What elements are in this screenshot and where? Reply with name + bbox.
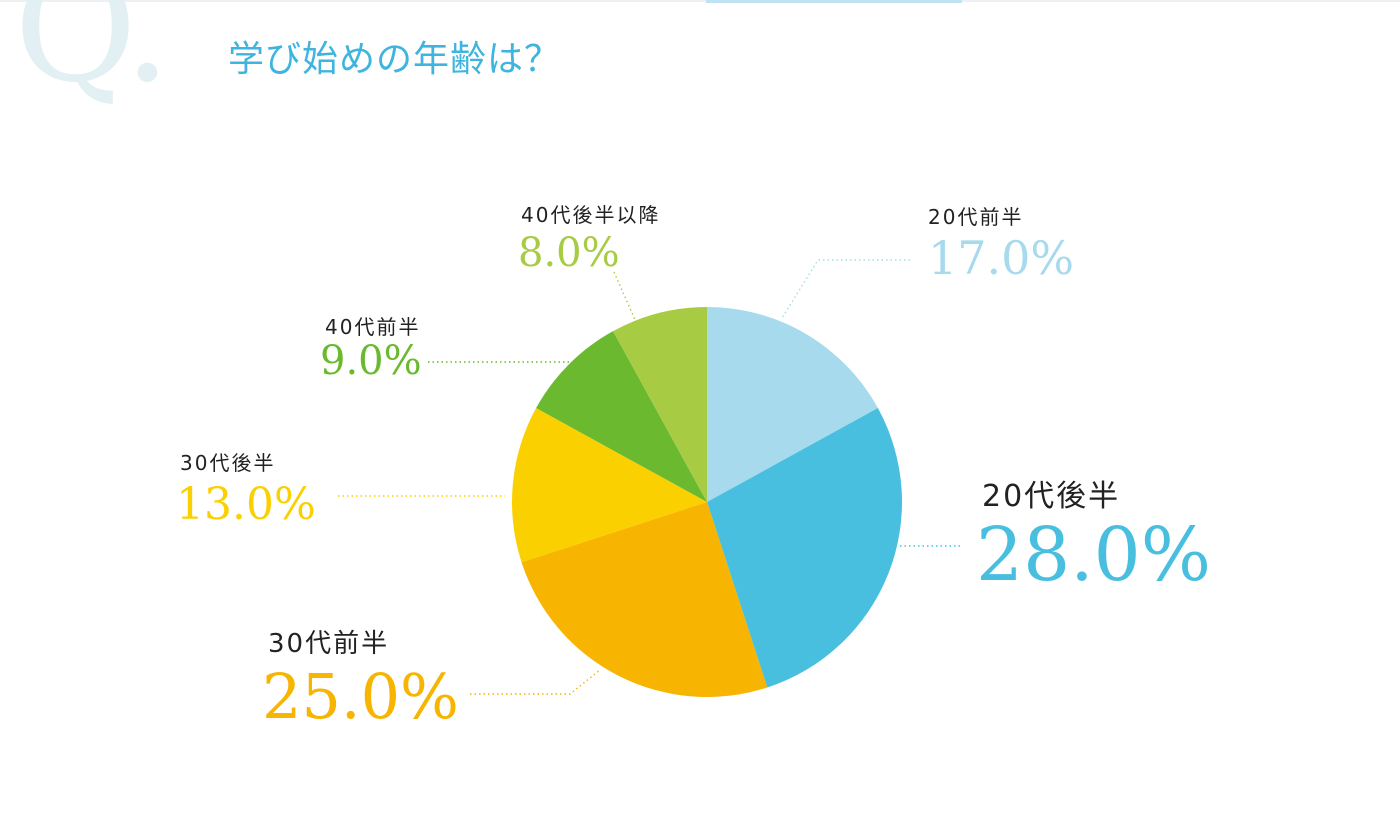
top-divider [0,0,1400,3]
q-watermark: Q. [14,0,171,116]
slice-value-label: 25.0% [262,660,459,733]
slice-category-label: 30代後半 [180,451,275,475]
pie-slice [707,307,878,502]
slice-value-label: 9.0% [320,338,422,384]
slice-category-label: 40代前半 [325,315,420,339]
pie-slice [613,307,707,502]
slice-value-label: 13.0% [176,479,316,530]
slice-category-label: 30代前半 [268,629,389,659]
pie-slice [521,502,768,698]
leader-line [613,271,637,323]
slice-value-label: 28.0% [976,512,1211,598]
leader-line [781,259,910,319]
pie-slice [511,408,707,563]
pie-slice [536,331,707,502]
pie-slice [707,408,903,688]
top-accent-bar [706,0,962,3]
slice-category-label: 20代後半 [982,479,1120,514]
slice-value-label: 17.0% [928,231,1074,285]
slice-category-label: 20代前半 [928,205,1023,229]
slice-value-label: 8.0% [518,230,620,276]
leader-line [470,669,601,695]
slice-category-label: 40代後半以降 [521,203,660,227]
page-title: 学び始めの年齢は？ [228,39,562,80]
